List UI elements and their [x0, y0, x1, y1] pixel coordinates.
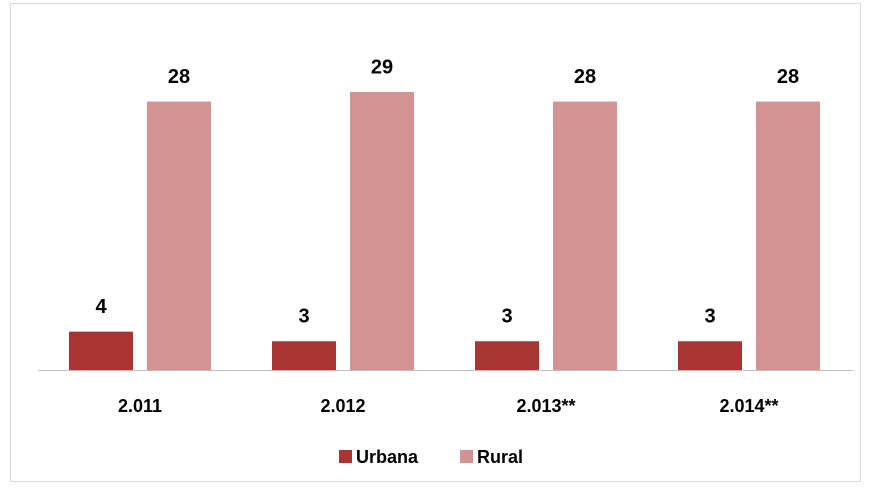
data-label: 3 [298, 306, 309, 328]
data-label: 4 [95, 296, 107, 318]
legend-swatch [339, 450, 352, 463]
bar [69, 331, 133, 370]
bar [147, 101, 211, 370]
legend-swatch [460, 450, 473, 463]
x-tick-label: 2.014** [719, 396, 778, 416]
data-label: 28 [168, 66, 190, 88]
bar [678, 341, 742, 370]
x-tick-label: 2.012 [320, 396, 365, 416]
data-label: 29 [371, 56, 393, 78]
bar [475, 341, 539, 370]
data-label: 3 [704, 306, 715, 328]
data-label: 28 [574, 66, 596, 88]
legend-label: Urbana [356, 447, 419, 467]
x-tick-label: 2.011 [118, 396, 162, 416]
bar [272, 341, 336, 370]
data-label: 3 [501, 306, 512, 328]
bar [553, 101, 617, 370]
x-tick-label: 2.013** [516, 396, 575, 416]
bar [350, 92, 414, 370]
bar [756, 101, 820, 370]
legend-label: Rural [477, 447, 523, 467]
data-label: 28 [777, 66, 799, 88]
